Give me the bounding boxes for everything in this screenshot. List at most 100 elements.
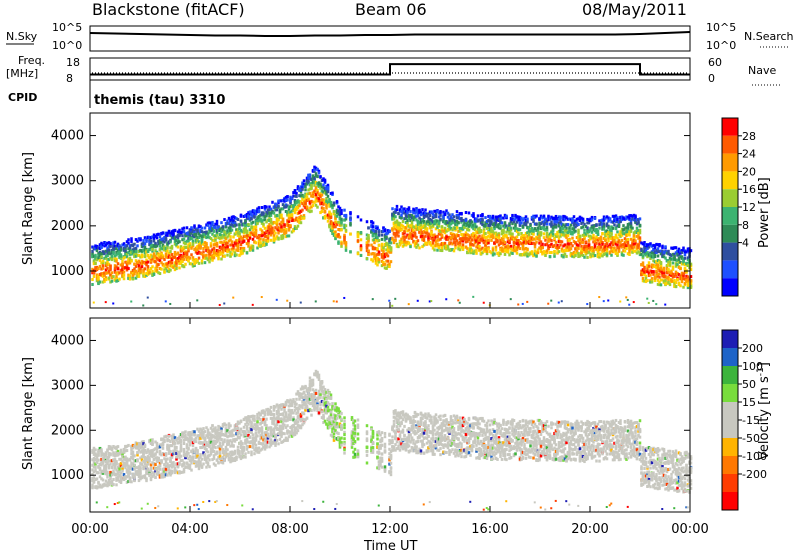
scatter-cell xyxy=(462,243,465,246)
scatter-cell xyxy=(120,481,123,484)
scatter-cell xyxy=(415,236,418,239)
scatter-cell xyxy=(591,218,594,221)
scatter-cell xyxy=(357,233,360,236)
scatter-cell xyxy=(93,275,96,278)
scatter-cell xyxy=(627,241,630,244)
scatter-cell xyxy=(565,227,568,230)
scatter-cell xyxy=(325,207,328,210)
colorbar-swatch xyxy=(722,225,738,243)
scatter-cell xyxy=(150,240,153,243)
scatter-cell xyxy=(576,250,579,253)
scatter-cell xyxy=(511,233,514,236)
colorbar-tick-label: 28 xyxy=(742,130,756,143)
scatter-cell xyxy=(571,237,574,240)
scatter-cell xyxy=(316,206,319,209)
scatter-cell xyxy=(600,236,603,239)
scatter-cell xyxy=(465,211,468,214)
scatter-cell xyxy=(627,299,629,301)
scatter-cell xyxy=(274,232,277,235)
scatter-cell xyxy=(541,246,544,249)
scatter-cell xyxy=(559,244,562,247)
noise-right-label: N.Search xyxy=(744,30,794,43)
scatter-cell xyxy=(552,229,555,232)
scatter-cell xyxy=(403,230,406,233)
scatter-cell xyxy=(252,246,255,249)
station-title: Blackstone (fitACF) xyxy=(92,0,245,19)
scatter-cell xyxy=(153,273,156,276)
scatter-cell xyxy=(574,254,577,257)
scatter-cell xyxy=(552,232,555,235)
scatter-cell xyxy=(262,223,265,226)
scatter-cell xyxy=(577,231,580,234)
scatter-cell xyxy=(409,245,412,248)
scatter-cell xyxy=(583,256,586,259)
scatter-cell xyxy=(232,235,235,238)
scatter-cell xyxy=(289,224,292,227)
scatter-cell xyxy=(477,214,480,217)
scatter-cell xyxy=(190,253,193,256)
colorbar-swatch xyxy=(722,243,738,261)
scatter-cell xyxy=(306,206,309,209)
scatter-cell xyxy=(286,300,288,302)
scatter-cell xyxy=(151,265,154,268)
scatter-cell xyxy=(210,245,213,248)
scatter-cell xyxy=(109,264,112,267)
scatter-cell xyxy=(276,223,279,226)
scatter-cell xyxy=(366,220,369,223)
scatter-cell xyxy=(444,242,447,245)
scatter-cell xyxy=(381,234,384,237)
scatter-cell xyxy=(604,239,607,242)
scatter-cell xyxy=(121,263,124,266)
scatter-cell xyxy=(492,248,495,251)
scatter-cell xyxy=(597,233,600,236)
scatter-cell xyxy=(639,231,642,234)
scatter-cell xyxy=(387,260,390,263)
scatter-cell xyxy=(535,222,538,225)
scatter-cell xyxy=(142,239,145,242)
scatter-cell xyxy=(130,260,133,263)
scatter-cell xyxy=(492,235,495,238)
scatter-cell xyxy=(390,247,393,250)
scatter-cell xyxy=(672,261,675,264)
scatter-cell xyxy=(216,220,219,223)
scatter-cell xyxy=(204,261,207,264)
scatter-cell xyxy=(339,236,342,239)
scatter-cell xyxy=(562,255,565,258)
scatter-cell xyxy=(181,234,184,237)
scatter-cell xyxy=(502,217,505,220)
scatter-cell xyxy=(661,246,664,249)
scatter-cell xyxy=(91,486,94,489)
scatter-cell xyxy=(324,180,327,183)
scatter-cell xyxy=(183,227,186,230)
scatter-cell xyxy=(93,302,95,304)
scatter-cell xyxy=(649,274,652,277)
scatter-cell xyxy=(280,214,283,217)
scatter-cell xyxy=(357,215,360,218)
cpid-value: themis (tau) 3310 xyxy=(94,93,225,108)
scatter-cell xyxy=(547,303,549,305)
scatter-cell xyxy=(97,471,100,474)
scatter-cell xyxy=(573,215,576,218)
scatter-cell xyxy=(255,229,258,232)
freq-left-label-2: [MHz] xyxy=(6,67,38,80)
scatter-cell xyxy=(246,231,249,234)
scatter-cell xyxy=(510,227,513,230)
scatter-cell xyxy=(135,250,138,253)
scatter-cell xyxy=(412,218,415,221)
scatter-cell xyxy=(436,235,439,238)
scatter-cell xyxy=(459,302,461,304)
scatter-cell xyxy=(231,240,234,243)
scatter-cell xyxy=(658,276,661,279)
scatter-cell xyxy=(223,218,226,221)
scatter-cell xyxy=(340,212,343,215)
scatter-cell xyxy=(676,278,679,281)
scatter-cell xyxy=(301,188,304,191)
scatter-cell xyxy=(639,217,642,220)
scatter-cell xyxy=(327,220,330,223)
scatter-cell xyxy=(343,238,346,241)
scatter-cell xyxy=(457,234,460,237)
noise-sky-line xyxy=(90,32,690,36)
scatter-cell xyxy=(637,244,640,247)
scatter-cell xyxy=(624,250,627,253)
